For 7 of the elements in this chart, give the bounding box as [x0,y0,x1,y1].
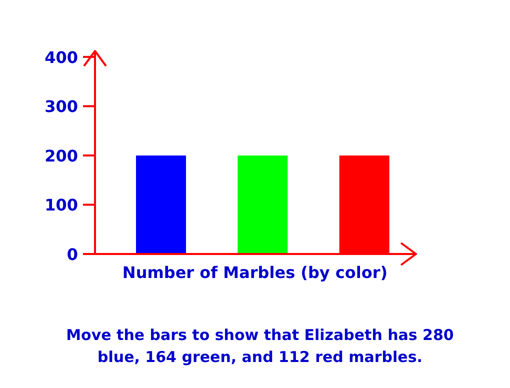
y-tick-label: 100 [44,196,78,215]
x-axis-title: Number of Marbles (by color) [122,263,388,282]
y-tick-label: 300 [44,97,78,116]
y-tick-label: 0 [66,245,78,264]
text: Move the bars to show that Elizabeth has 280 blue, 164 green, and 112 red marbles. [65,325,455,368]
y-tick-label: 400 [44,48,78,67]
y-tick-label: 200 [44,146,78,166]
